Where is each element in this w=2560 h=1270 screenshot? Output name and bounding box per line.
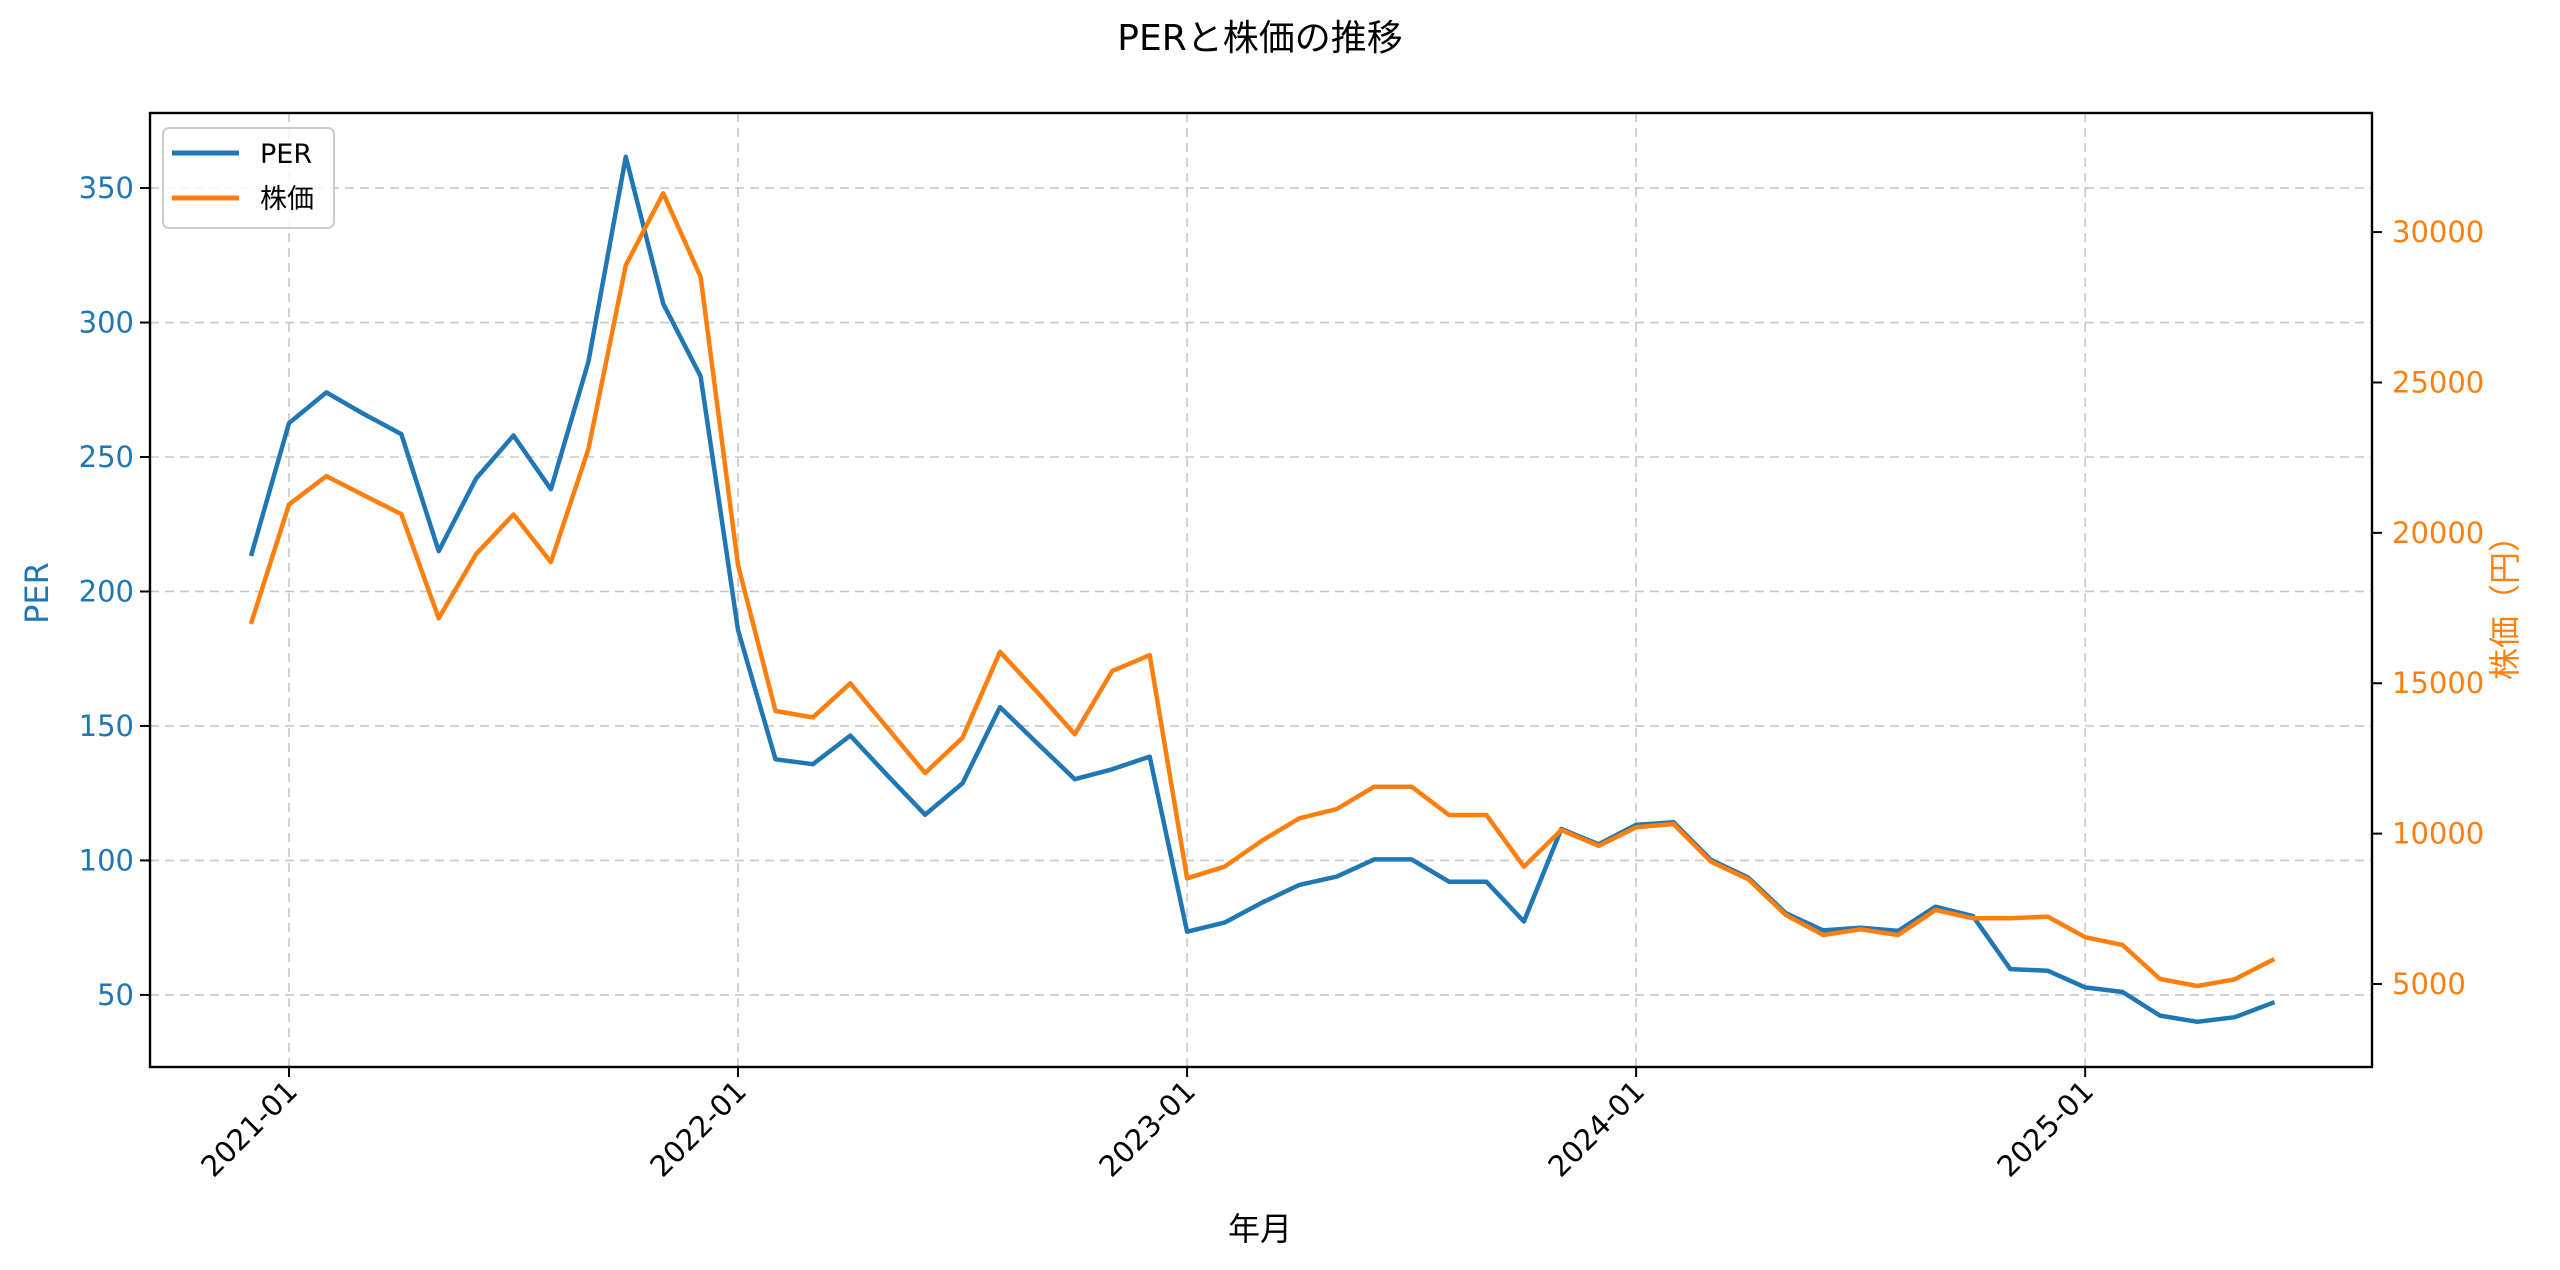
y-axis-label-left: PER	[18, 562, 56, 624]
left-y-axis: 50 100 150 200 250 300 350	[79, 171, 150, 1012]
right-y-axis: 5000 10000 15000 20000 25000 30000	[2372, 215, 2484, 1001]
legend-label-price: 株価	[260, 184, 314, 215]
x-axis: 2021-01 2022-01 2023-01 2024-01 2025-01	[194, 1067, 2100, 1184]
plot-area-frame	[148, 111, 2374, 1069]
grid-lines	[150, 113, 2372, 1067]
left-tick-label: 350	[79, 171, 134, 205]
left-tick-label: 250	[79, 440, 134, 474]
right-tick-label: 10000	[2392, 817, 2484, 851]
series-layer	[248, 154, 2276, 1025]
left-tick-label: 150	[79, 709, 134, 743]
y-axis-label-right: 株価（円）	[2486, 520, 2524, 680]
right-tick-label: 20000	[2392, 516, 2484, 550]
legend-label-per: PER	[260, 139, 312, 170]
per-line	[248, 154, 2276, 1025]
left-tick-label: 200	[79, 574, 134, 608]
left-tick-label: 100	[79, 843, 134, 877]
right-tick-label: 30000	[2392, 215, 2484, 249]
x-tick-label: 2021-01	[194, 1074, 304, 1184]
right-tick-label: 25000	[2392, 365, 2484, 399]
left-tick-label: 50	[97, 978, 134, 1012]
x-axis-label: 年月	[1228, 1210, 1292, 1248]
right-tick-label: 15000	[2392, 666, 2484, 700]
chart-title: PERと株価の推移	[1117, 18, 1402, 59]
legend: PER 株価	[162, 127, 335, 229]
x-tick-label: 2023-01	[1092, 1074, 1202, 1184]
x-tick-label: 2025-01	[1990, 1074, 2100, 1184]
right-tick-label: 5000	[2392, 967, 2466, 1001]
x-tick-label: 2024-01	[1541, 1074, 1651, 1184]
stock-price-line	[248, 191, 2276, 989]
left-tick-label: 300	[79, 306, 134, 340]
x-tick-label: 2022-01	[643, 1074, 753, 1184]
